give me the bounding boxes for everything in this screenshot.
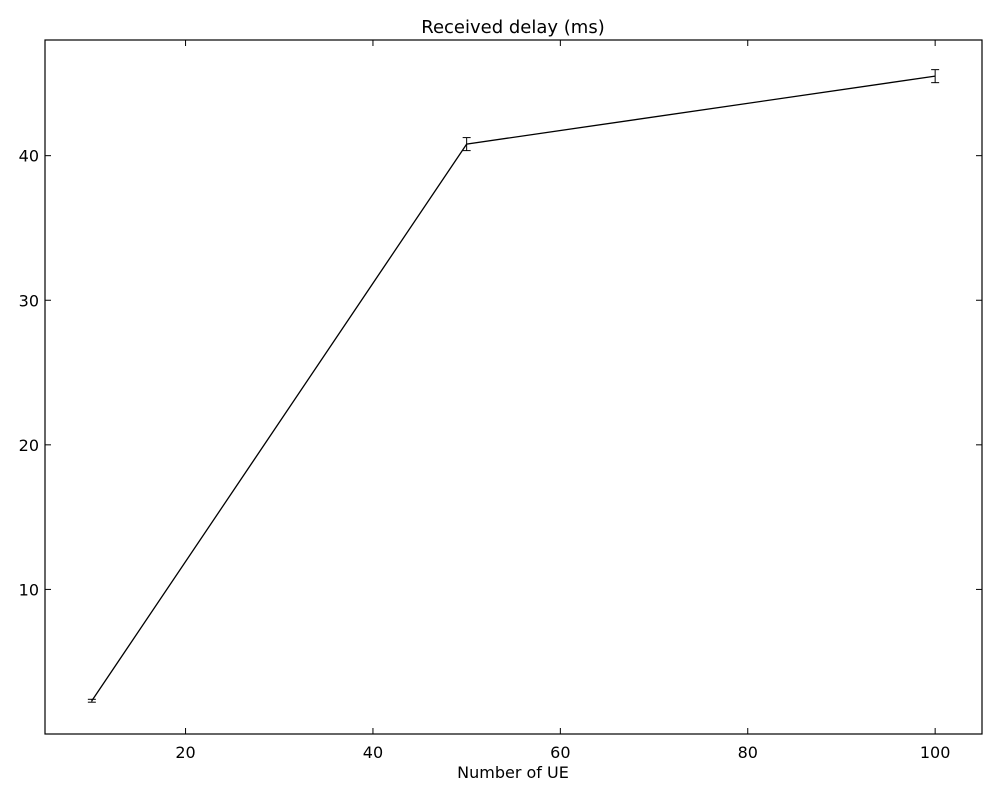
y-axis-ticks: 10 20 30 40 <box>19 147 982 599</box>
chart-title: Received delay (ms) <box>421 17 604 38</box>
y-tick-label: 30 <box>19 291 39 310</box>
series-layer <box>87 69 940 703</box>
x-tick-label: 100 <box>920 743 951 762</box>
y-tick-label: 10 <box>19 580 39 599</box>
y-tick-label: 40 <box>19 147 39 166</box>
plot-frame <box>44 39 983 735</box>
x-axis-label: Number of UE <box>457 763 569 782</box>
x-tick-label: 40 <box>363 743 383 762</box>
y-tick-label: 20 <box>19 436 39 455</box>
x-tick-label: 20 <box>175 743 195 762</box>
x-tick-label: 60 <box>550 743 570 762</box>
x-tick-label: 80 <box>738 743 758 762</box>
x-axis-ticks: 20 40 60 80 100 <box>175 40 950 762</box>
series-line <box>91 75 936 702</box>
